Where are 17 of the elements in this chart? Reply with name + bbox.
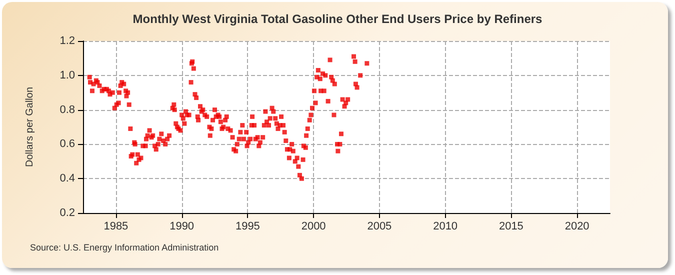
x-tick-label: 2010 xyxy=(433,220,458,232)
y-tick-label: 1.2 xyxy=(60,35,75,47)
y-tick-label: 1.0 xyxy=(60,69,75,82)
x-tick-label: 2020 xyxy=(564,220,590,232)
x-tick-label: 1985 xyxy=(104,220,128,232)
y-axis-title: Dollars per Gallon xyxy=(24,86,36,168)
x-tick-label: 2015 xyxy=(498,220,524,232)
x-tick-label: 2005 xyxy=(367,220,392,232)
source-note: Source: U.S. Energy Information Administration xyxy=(30,242,219,252)
y-tick-label: 0.6 xyxy=(60,138,75,150)
chart-title: Monthly West Virginia Total Gasoline Other End Users Price by Refiners xyxy=(132,12,543,26)
y-tick-label: 0.4 xyxy=(60,172,75,185)
x-tick-label: 1995 xyxy=(235,220,260,232)
y-tick-label: 0.2 xyxy=(60,207,75,219)
y-tick-label: 0.8 xyxy=(60,104,75,116)
x-tick-label: 1990 xyxy=(170,220,194,232)
x-tick-label: 2000 xyxy=(301,220,326,232)
